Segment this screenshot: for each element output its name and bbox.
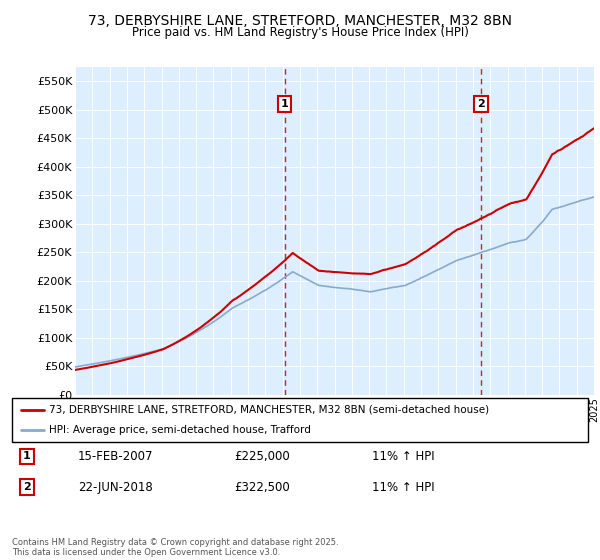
Text: 11% ↑ HPI: 11% ↑ HPI bbox=[372, 450, 434, 463]
Text: 11% ↑ HPI: 11% ↑ HPI bbox=[372, 480, 434, 494]
Text: £225,000: £225,000 bbox=[234, 450, 290, 463]
Text: 2: 2 bbox=[477, 99, 485, 109]
Text: 73, DERBYSHIRE LANE, STRETFORD, MANCHESTER, M32 8BN (semi-detached house): 73, DERBYSHIRE LANE, STRETFORD, MANCHEST… bbox=[49, 405, 490, 415]
Text: Contains HM Land Registry data © Crown copyright and database right 2025.
This d: Contains HM Land Registry data © Crown c… bbox=[12, 538, 338, 557]
Text: 1: 1 bbox=[23, 451, 31, 461]
Text: 22-JUN-2018: 22-JUN-2018 bbox=[78, 480, 153, 494]
Text: HPI: Average price, semi-detached house, Trafford: HPI: Average price, semi-detached house,… bbox=[49, 425, 311, 435]
Text: £322,500: £322,500 bbox=[234, 480, 290, 494]
Text: 1: 1 bbox=[281, 99, 289, 109]
FancyBboxPatch shape bbox=[12, 398, 588, 442]
Text: 2: 2 bbox=[23, 482, 31, 492]
Text: 73, DERBYSHIRE LANE, STRETFORD, MANCHESTER, M32 8BN: 73, DERBYSHIRE LANE, STRETFORD, MANCHEST… bbox=[88, 14, 512, 28]
Text: Price paid vs. HM Land Registry's House Price Index (HPI): Price paid vs. HM Land Registry's House … bbox=[131, 26, 469, 39]
Text: 15-FEB-2007: 15-FEB-2007 bbox=[78, 450, 154, 463]
